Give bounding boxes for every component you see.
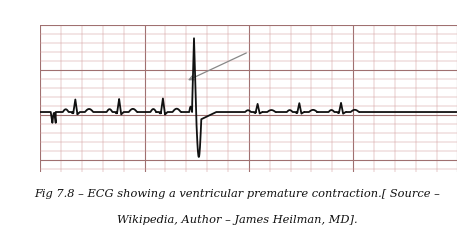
Text: Fig 7.8 – ECG showing a ventricular premature contraction.[ Source –: Fig 7.8 – ECG showing a ventricular prem… (34, 189, 440, 199)
Text: Wikipedia, Author – James Heilman, MD].: Wikipedia, Author – James Heilman, MD]. (117, 215, 357, 225)
